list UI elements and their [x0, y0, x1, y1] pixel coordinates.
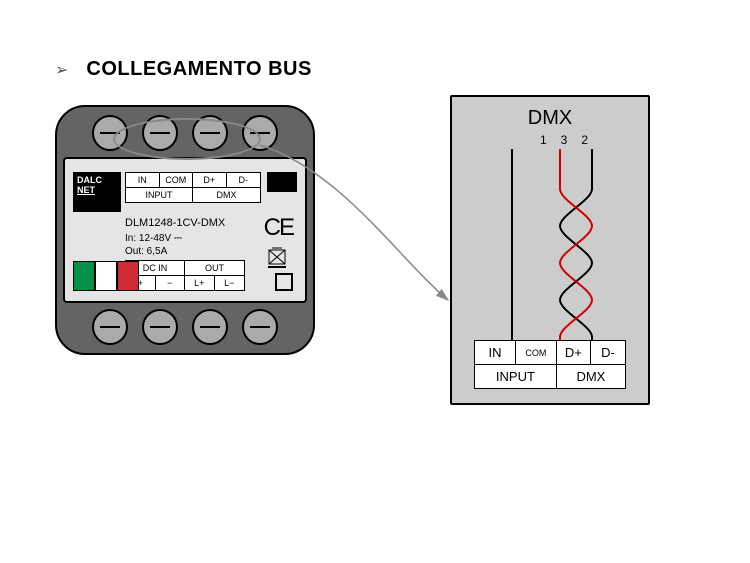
spec-output: Out: 6,5A	[125, 246, 167, 257]
flag-stripe	[117, 261, 139, 291]
screw-icon	[192, 115, 228, 151]
screw-icon	[92, 115, 128, 151]
terminal-label: IN	[475, 341, 516, 364]
terminal-group-label: DMX	[193, 188, 260, 202]
section-title: COLLEGAMENTO BUS	[86, 58, 311, 81]
terminal-label: IN	[126, 173, 160, 187]
misc-box-icon	[275, 273, 293, 291]
terminal-label: −	[156, 276, 186, 290]
terminal-group-label: OUT	[185, 261, 244, 275]
terminal-block-bottom: DC IN OUT + − L+ L−	[125, 260, 245, 291]
device-module: DALC NET IN COM D+ D- INPUT DMX DLM1248-…	[55, 105, 315, 355]
heading-row: ➢ COLLEGAMENTO BUS	[55, 58, 312, 81]
ce-mark-icon: CE	[264, 214, 293, 242]
terminal-label: L−	[215, 276, 245, 290]
flag-stripe	[95, 261, 117, 291]
flag-stripe	[73, 261, 95, 291]
brand-line2: NET	[77, 186, 117, 196]
terminal-label: COM	[160, 173, 194, 187]
terminal-group-label: DMX	[557, 365, 625, 388]
model-number: DLM1248-1CV-DMX	[125, 217, 225, 229]
screw-row-top	[55, 115, 315, 151]
terminal-group-label: INPUT	[475, 365, 557, 388]
brand-block: DALC NET	[73, 172, 121, 212]
terminal-label: D+	[557, 341, 591, 364]
screw-icon	[142, 309, 178, 345]
screw-icon	[192, 309, 228, 345]
dmx-badge-icon	[267, 172, 297, 192]
screw-icon	[142, 115, 178, 151]
terminal-label: COM	[516, 341, 557, 364]
screw-icon	[242, 309, 278, 345]
terminal-label: D-	[591, 341, 625, 364]
terminal-label: D+	[193, 173, 227, 187]
terminal-label: D-	[227, 173, 261, 187]
terminal-label: L+	[185, 276, 215, 290]
bullet-arrow-icon: ➢	[55, 60, 68, 80]
weee-icon	[267, 247, 287, 274]
screw-row-bottom	[55, 309, 315, 345]
detail-terminal-block: IN COM D+ D- INPUT DMX	[474, 340, 626, 389]
spec-input: In: 12-48V ⎓	[125, 233, 182, 244]
detail-panel: DMX 132 IN COM D+ D- INPUT DMX	[450, 95, 650, 405]
screw-icon	[242, 115, 278, 151]
faceplate: DALC NET IN COM D+ D- INPUT DMX DLM1248-…	[63, 157, 307, 303]
terminal-block-top: IN COM D+ D- INPUT DMX	[125, 172, 261, 203]
flag-italy-icon	[73, 261, 139, 291]
screw-icon	[92, 309, 128, 345]
terminal-group-label: INPUT	[126, 188, 193, 202]
